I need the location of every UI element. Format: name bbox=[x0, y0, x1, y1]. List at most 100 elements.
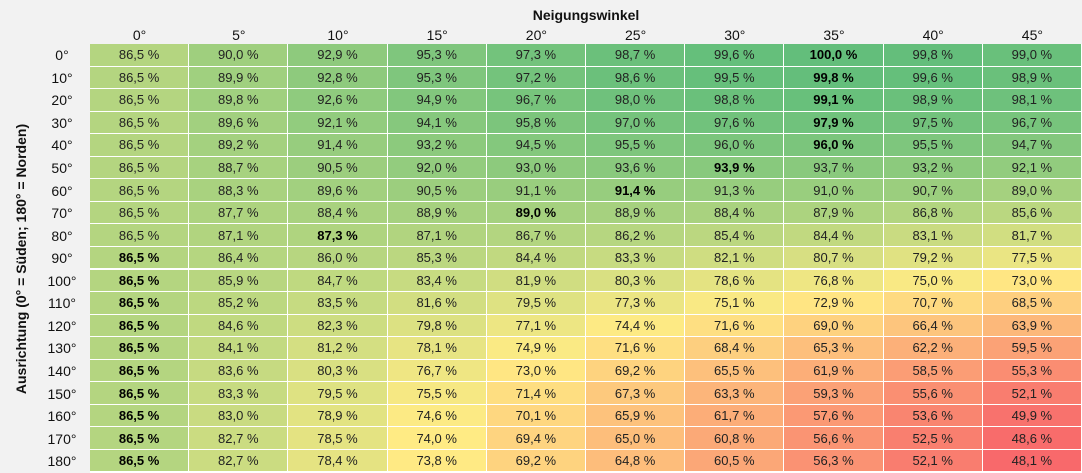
heatmap-cell: 88,9 % bbox=[586, 201, 686, 225]
column-header-7: 35° bbox=[823, 27, 845, 43]
heatmap-cell: 90,7 % bbox=[883, 179, 983, 202]
heatmap-cell: 87,9 % bbox=[784, 201, 884, 225]
heatmap-cell: 79,5 % bbox=[486, 292, 586, 315]
heatmap-cell: 95,5 % bbox=[883, 134, 983, 157]
heatmap-cell: 92,0 % bbox=[387, 156, 487, 180]
column-header-0: 0° bbox=[132, 27, 147, 43]
x-axis-title: Neigungswinkel bbox=[532, 7, 640, 23]
heatmap-cell: 87,1 % bbox=[387, 224, 487, 247]
heatmap-cell: 81,6 % bbox=[387, 292, 487, 315]
heatmap-cell: 99,6 % bbox=[883, 66, 983, 90]
heatmap-cell: 71,6 % bbox=[685, 314, 785, 338]
heatmap-cell: 88,3 % bbox=[189, 179, 289, 202]
heatmap-cell: 82,7 % bbox=[189, 427, 289, 450]
heatmap-cell: 94,1 % bbox=[387, 111, 487, 135]
heatmap-cell: 75,5 % bbox=[387, 382, 487, 405]
heatmap-cell: 65,3 % bbox=[784, 337, 884, 360]
heatmap-cell: 97,2 % bbox=[486, 66, 586, 90]
heatmap-cell: 89,8 % bbox=[189, 89, 289, 112]
heatmap-cell: 86,5 % bbox=[90, 404, 190, 428]
row-header-7: 70° bbox=[51, 205, 73, 222]
heatmap-cell: 78,5 % bbox=[288, 427, 388, 450]
heatmap-cell: 92,9 % bbox=[288, 44, 388, 67]
heatmap-cell: 99,8 % bbox=[883, 44, 983, 67]
heatmap-cell: 79,5 % bbox=[288, 382, 388, 405]
heatmap-cell: 92,8 % bbox=[288, 66, 388, 90]
heatmap-cell: 98,6 % bbox=[586, 66, 686, 90]
heatmap-cell: 75,0 % bbox=[883, 269, 983, 293]
heatmap-cell: 87,7 % bbox=[189, 201, 289, 225]
heatmap-cell: 96,7 % bbox=[486, 89, 586, 112]
y-axis-title-wrap: Ausrichtung (0° = Süden; 180° = Norden) bbox=[10, 44, 32, 473]
heatmap-cell: 99,8 % bbox=[784, 66, 884, 90]
heatmap-cell: 87,1 % bbox=[189, 224, 289, 247]
heatmap-cell: 91,4 % bbox=[288, 134, 388, 157]
heatmap-cell: 98,9 % bbox=[982, 66, 1082, 90]
heatmap-cell: 75,1 % bbox=[685, 292, 785, 315]
row-header-6: 60° bbox=[51, 182, 73, 199]
heatmap-cell: 87,3 % bbox=[288, 224, 388, 247]
heatmap-cell: 86,5 % bbox=[90, 224, 190, 247]
row-header-14: 140° bbox=[47, 362, 77, 379]
row-header-18: 180° bbox=[47, 453, 77, 470]
heatmap-cell: 89,6 % bbox=[288, 179, 388, 202]
heatmap-cell: 62,2 % bbox=[883, 337, 983, 360]
heatmap-cell: 83,4 % bbox=[387, 269, 487, 293]
heatmap-cell: 100,0 % bbox=[784, 44, 884, 67]
row-header-3: 30° bbox=[51, 114, 73, 131]
heatmap-cell: 88,7 % bbox=[189, 156, 289, 180]
heatmap-cell: 89,0 % bbox=[982, 179, 1082, 202]
heatmap-cell: 74,9 % bbox=[486, 337, 586, 360]
row-header-band bbox=[0, 0, 90, 473]
heatmap-cell: 97,3 % bbox=[486, 44, 586, 67]
heatmap-cell: 86,5 % bbox=[90, 246, 190, 270]
heatmap-cell: 97,0 % bbox=[586, 111, 686, 135]
row-header-16: 160° bbox=[47, 408, 77, 425]
heatmap-cell: 86,8 % bbox=[883, 201, 983, 225]
heatmap-cell: 98,8 % bbox=[685, 89, 785, 112]
heatmap-cell: 69,2 % bbox=[586, 359, 686, 383]
heatmap-cell: 96,0 % bbox=[685, 134, 785, 157]
heatmap-cell: 79,2 % bbox=[883, 246, 983, 270]
heatmap-cell: 86,5 % bbox=[90, 156, 190, 180]
heatmap-cell: 98,9 % bbox=[883, 89, 983, 112]
heatmap-cell: 89,9 % bbox=[189, 66, 289, 90]
heatmap-cell: 95,3 % bbox=[387, 44, 487, 67]
heatmap-cell: 70,1 % bbox=[486, 404, 586, 428]
heatmap-cell: 69,0 % bbox=[784, 314, 884, 338]
row-header-1: 10° bbox=[51, 69, 73, 86]
heatmap-cell: 91,0 % bbox=[784, 179, 884, 202]
heatmap-cell: 92,1 % bbox=[288, 111, 388, 135]
heatmap-cell: 99,0 % bbox=[982, 44, 1082, 67]
heatmap-cell: 65,0 % bbox=[586, 427, 686, 450]
heatmap-cell: 59,5 % bbox=[982, 337, 1082, 360]
heatmap-cell: 79,8 % bbox=[387, 314, 487, 338]
heatmap-cell: 74,0 % bbox=[387, 427, 487, 450]
heatmap-cell: 82,3 % bbox=[288, 314, 388, 338]
heatmap-cell: 86,5 % bbox=[90, 337, 190, 360]
heatmap-cell: 99,5 % bbox=[685, 66, 785, 90]
heatmap-cell: 83,0 % bbox=[189, 404, 289, 428]
heatmap-cell: 86,2 % bbox=[586, 224, 686, 247]
y-axis-title: Ausrichtung (0° = Süden; 180° = Norden) bbox=[13, 123, 29, 394]
heatmap-cell: 52,5 % bbox=[883, 427, 983, 450]
heatmap-cell: 52,1 % bbox=[982, 382, 1082, 405]
column-header-4: 20° bbox=[525, 27, 547, 43]
heatmap-cell: 99,6 % bbox=[685, 44, 785, 67]
heatmap-cell: 60,5 % bbox=[685, 449, 785, 473]
heatmap-cell: 69,2 % bbox=[486, 449, 586, 473]
heatmap-cell: 80,7 % bbox=[784, 246, 884, 270]
heatmap-cell: 85,6 % bbox=[982, 201, 1082, 225]
heatmap-cell: 70,7 % bbox=[883, 292, 983, 315]
heatmap-cell: 86,5 % bbox=[90, 449, 190, 473]
heatmap-cell: 86,0 % bbox=[288, 246, 388, 270]
heatmap-cell: 91,4 % bbox=[586, 179, 686, 202]
heatmap-cell: 95,3 % bbox=[387, 66, 487, 90]
heatmap-cell: 73,0 % bbox=[982, 269, 1082, 293]
row-header-4: 40° bbox=[51, 137, 73, 154]
heatmap-cell: 78,1 % bbox=[387, 337, 487, 360]
row-header-5: 50° bbox=[51, 160, 73, 177]
heatmap-cell: 66,4 % bbox=[883, 314, 983, 338]
heatmap-cell: 84,4 % bbox=[784, 224, 884, 247]
row-header-12: 120° bbox=[47, 317, 77, 334]
